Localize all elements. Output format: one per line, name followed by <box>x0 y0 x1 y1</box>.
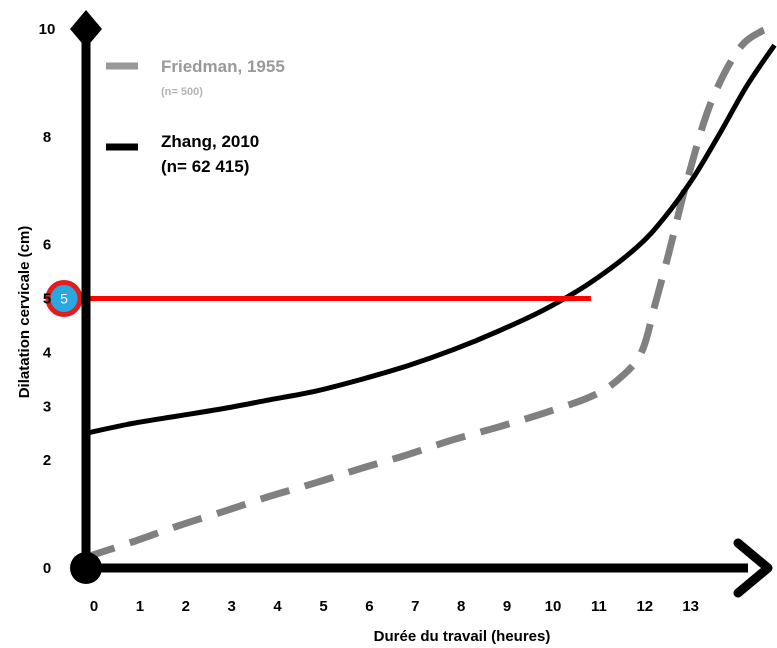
reference-marker-label: 5 <box>60 291 68 307</box>
y-tick-label: 4 <box>43 344 52 361</box>
x-axis-label: Durée du travail (heures) <box>374 628 551 645</box>
x-tick-label: 3 <box>228 598 236 615</box>
x-tick-label: 7 <box>411 598 419 615</box>
y-tick-label: 0 <box>43 560 51 577</box>
legend-sample-zhang: (n= 62 415) <box>161 157 249 176</box>
x-tick-label: 0 <box>90 598 98 615</box>
x-tick-label: 10 <box>545 598 562 615</box>
series-line-zhang <box>85 43 777 436</box>
x-tick-label: 11 <box>591 598 607 615</box>
y-axis-label: Dilatation cervicale (cm) <box>16 226 33 399</box>
x-tick-label: 6 <box>365 598 373 615</box>
x-tick-label: 4 <box>273 598 282 615</box>
y-tick-label: 2 <box>43 452 51 469</box>
x-tick-label: 1 <box>136 598 144 615</box>
y-tick-label: 3 <box>43 398 51 415</box>
x-tick-label: 12 <box>636 598 653 615</box>
legend-label-zhang: Zhang, 2010 <box>161 132 259 151</box>
legend-label-friedman: Friedman, 1955 <box>161 57 285 76</box>
x-tick-label: 2 <box>182 598 190 615</box>
y-tick-label: 8 <box>43 129 51 146</box>
x-tick-label: 13 <box>682 598 699 615</box>
x-tick-label: 5 <box>319 598 327 615</box>
series-line-friedman <box>84 25 776 561</box>
x-tick-label: 9 <box>503 598 511 615</box>
y-tick-label: 5 <box>43 291 51 308</box>
legend-sample-friedman: (n= 500) <box>161 86 203 98</box>
y-tick-label: 6 <box>43 237 51 254</box>
legend: Friedman, 1955 (n= 500) Zhang, 2010 (n= … <box>106 57 285 176</box>
reference-marker-5cm <box>45 280 83 317</box>
y-tick-label: 10 <box>39 21 56 38</box>
x-axis-arrow-head <box>733 538 773 598</box>
x-tick-label: 8 <box>457 598 465 615</box>
y-axis-diamond-head <box>70 10 102 48</box>
origin-dot <box>70 552 102 584</box>
